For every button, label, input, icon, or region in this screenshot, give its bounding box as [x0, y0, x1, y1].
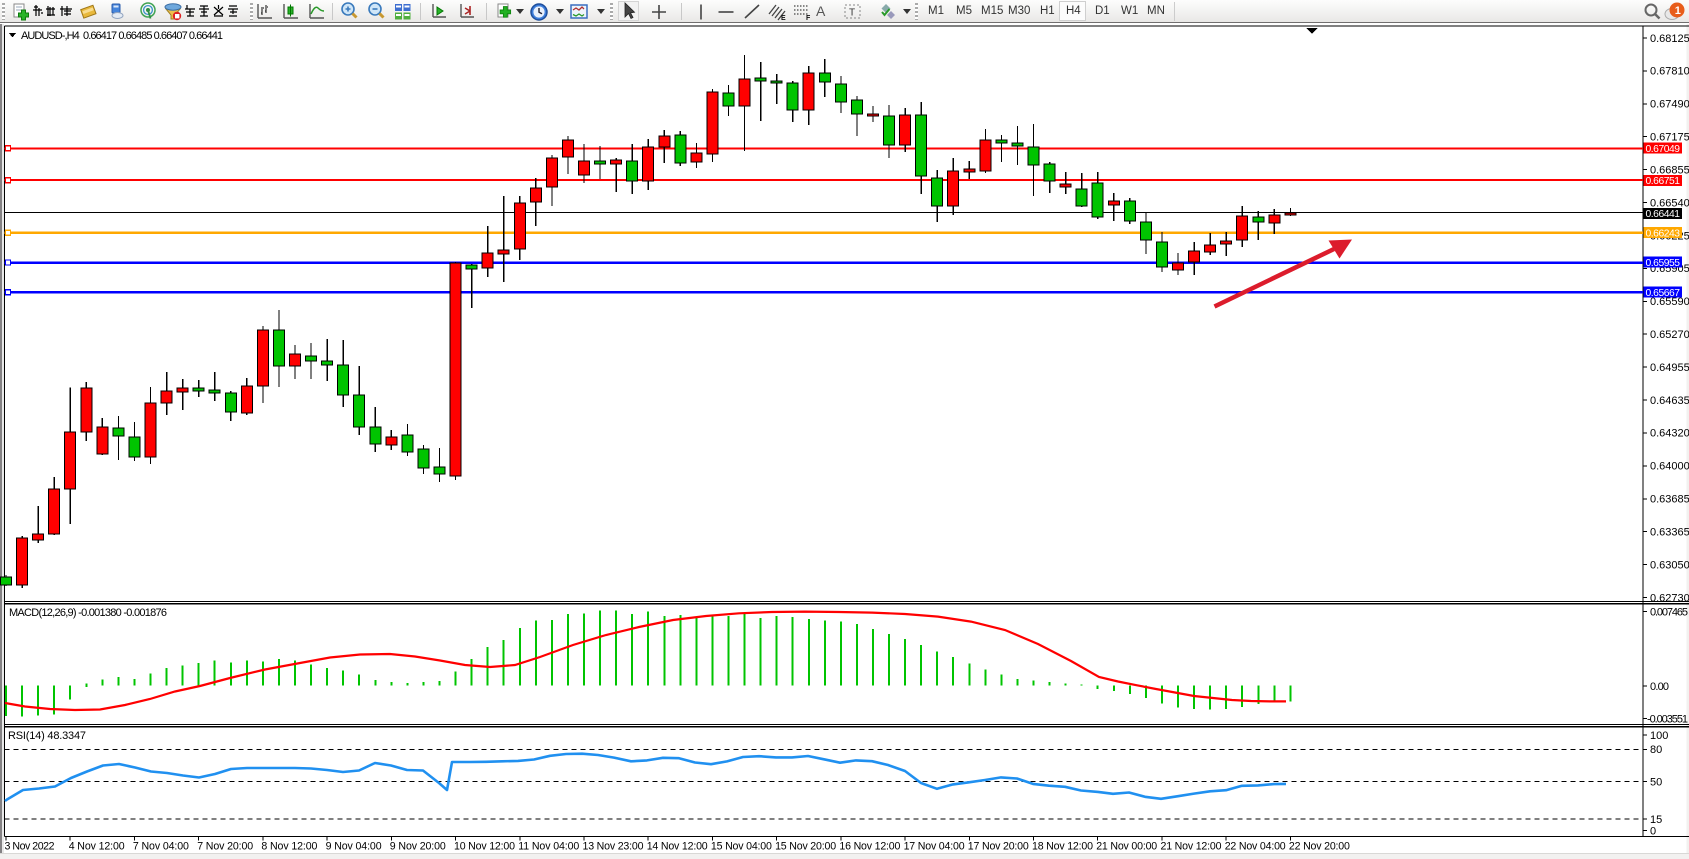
svg-text:0.67490: 0.67490 — [1650, 99, 1689, 111]
svg-text:1: 1 — [1675, 5, 1681, 17]
svg-text:0.65955: 0.65955 — [1646, 258, 1681, 269]
svg-text:0.67175: 0.67175 — [1650, 132, 1689, 144]
svg-text:100: 100 — [1650, 730, 1668, 742]
svg-text:0.66441: 0.66441 — [1646, 209, 1681, 220]
svg-text:0.64955: 0.64955 — [1650, 362, 1689, 374]
svg-text:0.007465: 0.007465 — [1650, 606, 1688, 618]
svg-text:0.63050: 0.63050 — [1650, 559, 1689, 571]
svg-text:11 Nov 04:00: 11 Nov 04:00 — [518, 840, 579, 852]
svg-text:18 Nov 12:00: 18 Nov 12:00 — [1032, 840, 1093, 852]
svg-text:0.64000: 0.64000 — [1650, 461, 1689, 473]
svg-text:0.64320: 0.64320 — [1650, 428, 1689, 440]
svg-text:3 Nov 2022: 3 Nov 2022 — [5, 840, 55, 852]
svg-text:F: F — [806, 15, 811, 22]
svg-text:13 Nov 23:00: 13 Nov 23:00 — [583, 840, 644, 852]
svg-text:-0.003551: -0.003551 — [1647, 713, 1688, 725]
svg-text:0.68125: 0.68125 — [1650, 33, 1689, 45]
svg-text:16 Nov 12:00: 16 Nov 12:00 — [839, 840, 900, 852]
svg-text:0.63685: 0.63685 — [1650, 494, 1689, 506]
svg-text:E: E — [781, 15, 786, 22]
svg-text:0.65667: 0.65667 — [1646, 288, 1681, 299]
svg-text:17 Nov 04:00: 17 Nov 04:00 — [904, 840, 965, 852]
svg-text:22 Nov 04:00: 22 Nov 04:00 — [1225, 840, 1286, 852]
svg-text:15 Nov 20:00: 15 Nov 20:00 — [775, 840, 836, 852]
svg-text:MACD(12,26,9) -0.001380 -0.001: MACD(12,26,9) -0.001380 -0.001876 — [9, 607, 167, 619]
svg-text:10 Nov 12:00: 10 Nov 12:00 — [454, 840, 515, 852]
svg-text:0: 0 — [1650, 825, 1656, 837]
svg-text:0.65270: 0.65270 — [1650, 329, 1689, 341]
svg-text:0.67810: 0.67810 — [1650, 66, 1689, 78]
svg-text:0.67049: 0.67049 — [1646, 144, 1681, 155]
svg-text:50: 50 — [1650, 776, 1662, 788]
svg-text:0.66751: 0.66751 — [1646, 176, 1681, 187]
svg-text:22 Nov 20:00: 22 Nov 20:00 — [1289, 840, 1350, 852]
svg-text:7 Nov 04:00: 7 Nov 04:00 — [133, 840, 189, 852]
svg-text:15 Nov 04:00: 15 Nov 04:00 — [711, 840, 772, 852]
svg-text:7 Nov 20:00: 7 Nov 20:00 — [197, 840, 253, 852]
svg-text:21 Nov 12:00: 21 Nov 12:00 — [1161, 840, 1222, 852]
svg-text:80: 80 — [1650, 744, 1662, 756]
svg-text:RSI(14) 48.3347: RSI(14) 48.3347 — [8, 730, 86, 742]
svg-text:21 Nov 00:00: 21 Nov 00:00 — [1096, 840, 1157, 852]
svg-text:0.64635: 0.64635 — [1650, 395, 1689, 407]
svg-text:9 Nov 20:00: 9 Nov 20:00 — [390, 840, 446, 852]
svg-text:0.63365: 0.63365 — [1650, 527, 1689, 539]
svg-text:8 Nov 12:00: 8 Nov 12:00 — [261, 840, 317, 852]
svg-text:0.62730: 0.62730 — [1650, 592, 1689, 604]
svg-text:17 Nov 20:00: 17 Nov 20:00 — [968, 840, 1029, 852]
svg-text:T: T — [849, 8, 855, 19]
svg-text:4 Nov 12:00: 4 Nov 12:00 — [69, 840, 125, 852]
svg-text:0.66243: 0.66243 — [1646, 228, 1681, 239]
svg-text:9 Nov 04:00: 9 Nov 04:00 — [326, 840, 382, 852]
svg-text:15: 15 — [1650, 814, 1662, 826]
svg-text:0.00: 0.00 — [1650, 681, 1669, 693]
svg-text:0.66855: 0.66855 — [1650, 164, 1689, 176]
svg-text:0.65590: 0.65590 — [1650, 296, 1689, 308]
svg-text:AUDUSD-,H4 0.66417 0.66485 0.: AUDUSD-,H4 0.66417 0.66485 0.66407 0.664… — [21, 30, 223, 42]
svg-text:0.66540: 0.66540 — [1650, 197, 1689, 209]
svg-text:14 Nov 12:00: 14 Nov 12:00 — [647, 840, 708, 852]
